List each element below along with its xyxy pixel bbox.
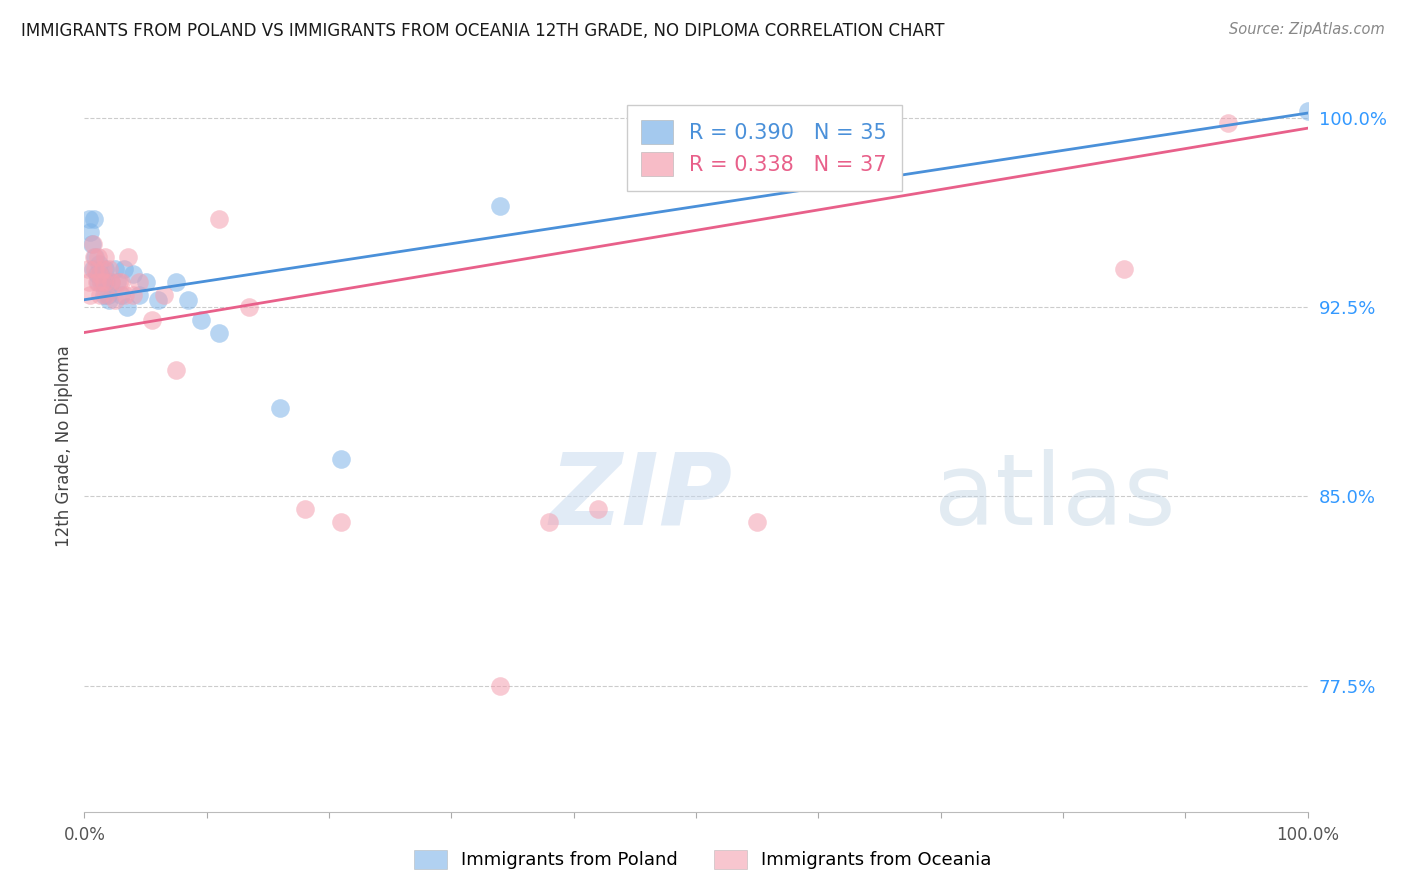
Y-axis label: 12th Grade, No Diploma: 12th Grade, No Diploma [55, 345, 73, 547]
Point [79, 225, 101, 239]
Point [128, 275, 150, 289]
Point [94, 262, 117, 277]
Point [238, 300, 260, 314]
Legend: R = 0.390   N = 35, R = 0.338   N = 37: R = 0.390 N = 35, R = 0.338 N = 37 [627, 105, 901, 191]
Point [489, 199, 512, 213]
Point [110, 287, 132, 301]
Point [128, 287, 150, 301]
Point [97, 262, 120, 277]
Point [80, 237, 103, 252]
Point [107, 275, 129, 289]
Text: IMMIGRANTS FROM POLAND VS IMMIGRANTS FROM OCEANIA 12TH GRADE, NO DIPLOMA CORRELA: IMMIGRANTS FROM POLAND VS IMMIGRANTS FRO… [21, 22, 945, 40]
Point [93, 275, 115, 289]
Point [135, 275, 157, 289]
Point [89, 287, 111, 301]
Text: Source: ZipAtlas.com: Source: ZipAtlas.com [1229, 22, 1385, 37]
Point [82, 237, 104, 252]
Point [89, 268, 111, 282]
Point [104, 262, 127, 277]
Point [96, 275, 118, 289]
Point [122, 268, 145, 282]
Point [87, 257, 110, 271]
Point [165, 363, 187, 377]
Point [117, 250, 139, 264]
Point [87, 250, 110, 264]
Point [87, 268, 110, 282]
Text: ZIP: ZIP [550, 449, 733, 546]
Point [294, 502, 316, 516]
Point [330, 515, 353, 529]
Point [86, 275, 108, 289]
Point [77, 212, 100, 227]
Text: atlas: atlas [935, 449, 1177, 546]
Point [1216, 116, 1239, 130]
Point [93, 287, 115, 301]
Point [97, 287, 120, 301]
Point [79, 287, 101, 301]
Point [105, 275, 128, 289]
Point [112, 262, 135, 277]
Point [330, 451, 353, 466]
Point [115, 300, 138, 314]
Point [208, 212, 231, 227]
Point [77, 262, 100, 277]
Point [84, 250, 107, 264]
Point [82, 262, 104, 277]
Point [586, 502, 609, 516]
Point [86, 268, 108, 282]
Point [165, 275, 187, 289]
Point [489, 679, 512, 693]
Point [146, 293, 169, 307]
Point [190, 313, 212, 327]
Point [153, 287, 176, 301]
Legend: Immigrants from Poland, Immigrants from Oceania: Immigrants from Poland, Immigrants from … [405, 840, 1001, 879]
Point [77, 275, 100, 289]
Point [94, 250, 117, 264]
Point [100, 275, 122, 289]
Point [141, 313, 163, 327]
Point [1296, 103, 1319, 118]
Point [96, 287, 118, 301]
Point [97, 293, 120, 307]
Point [1114, 262, 1136, 277]
Point [114, 287, 136, 301]
Point [87, 275, 110, 289]
Point [84, 262, 107, 277]
Point [110, 275, 132, 289]
Point [538, 515, 561, 529]
Point [90, 275, 112, 289]
Point [104, 293, 127, 307]
Point [83, 212, 105, 227]
Point [91, 262, 114, 277]
Point [83, 250, 105, 264]
Point [177, 293, 200, 307]
Point [269, 401, 291, 416]
Point [208, 326, 231, 340]
Point [100, 275, 122, 289]
Point [747, 515, 769, 529]
Point [90, 275, 112, 289]
Point [91, 275, 114, 289]
Point [122, 287, 145, 301]
